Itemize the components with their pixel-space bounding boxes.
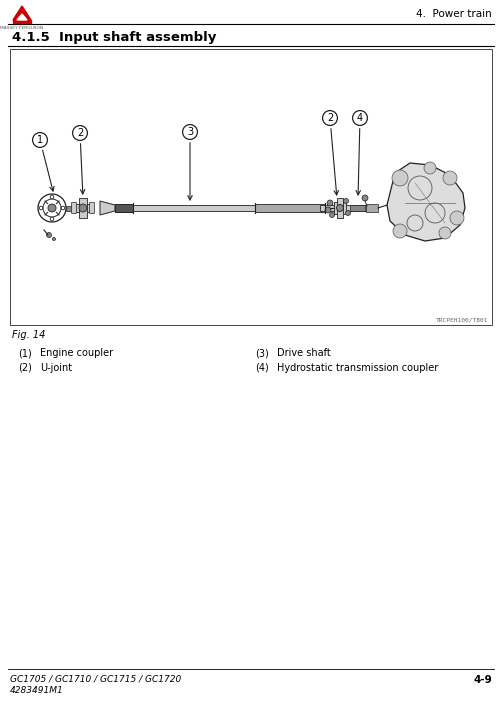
Text: Hydrostatic transmission coupler: Hydrostatic transmission coupler [277,363,437,373]
Circle shape [50,195,54,199]
Text: 2: 2 [326,113,338,195]
Bar [365,204,377,212]
Circle shape [361,195,367,201]
Text: Drive shaft: Drive shaft [277,348,330,358]
Circle shape [329,213,334,217]
Bar [13,20,31,23]
Polygon shape [13,6,31,20]
Text: U-joint: U-joint [40,363,72,373]
Text: 2: 2 [77,128,85,194]
Circle shape [326,200,332,206]
Polygon shape [386,163,464,241]
Text: (1): (1) [18,348,32,358]
Circle shape [61,206,65,210]
Circle shape [438,227,450,239]
Text: 4.  Power train: 4. Power train [415,9,491,19]
Bar [79,198,87,218]
Text: (2): (2) [18,363,32,373]
Text: MASSEY FERGUSON: MASSEY FERGUSON [1,26,44,30]
Bar [133,205,263,211]
Text: 3: 3 [186,127,193,200]
Circle shape [324,207,330,213]
Bar [336,198,342,218]
Circle shape [391,170,407,186]
Circle shape [449,211,463,225]
Text: 4: 4 [355,113,362,195]
Bar [115,204,133,212]
Bar [10,49,491,325]
Circle shape [39,206,43,210]
Text: 4-9: 4-9 [472,675,491,685]
Bar [349,205,364,211]
Circle shape [50,217,54,221]
Text: (3): (3) [255,348,268,358]
Circle shape [442,171,456,185]
FancyBboxPatch shape [71,203,76,213]
Text: (4): (4) [255,363,268,373]
Circle shape [343,198,348,203]
Text: TRCPEH100/T801: TRCPEH100/T801 [435,317,487,322]
Bar [66,205,74,210]
Circle shape [336,205,343,212]
Text: 4283491M1: 4283491M1 [10,686,64,695]
Circle shape [392,224,406,238]
FancyBboxPatch shape [89,203,94,213]
Text: 4.1.5  Input shaft assembly: 4.1.5 Input shaft assembly [12,30,216,44]
Bar [74,204,92,212]
Text: Fig. 14: Fig. 14 [12,330,45,340]
Circle shape [423,162,435,174]
Circle shape [48,204,56,212]
Bar [333,202,345,214]
Text: 1: 1 [37,135,54,191]
Circle shape [53,237,56,241]
Polygon shape [100,201,115,215]
Text: GC1705 / GC1710 / GC1715 / GC1720: GC1705 / GC1710 / GC1715 / GC1720 [10,675,181,684]
Circle shape [345,210,350,215]
Bar [255,204,324,212]
Text: Engine coupler: Engine coupler [40,348,113,358]
Bar [319,205,369,211]
Circle shape [47,232,52,237]
Polygon shape [17,14,27,20]
Circle shape [79,204,87,212]
